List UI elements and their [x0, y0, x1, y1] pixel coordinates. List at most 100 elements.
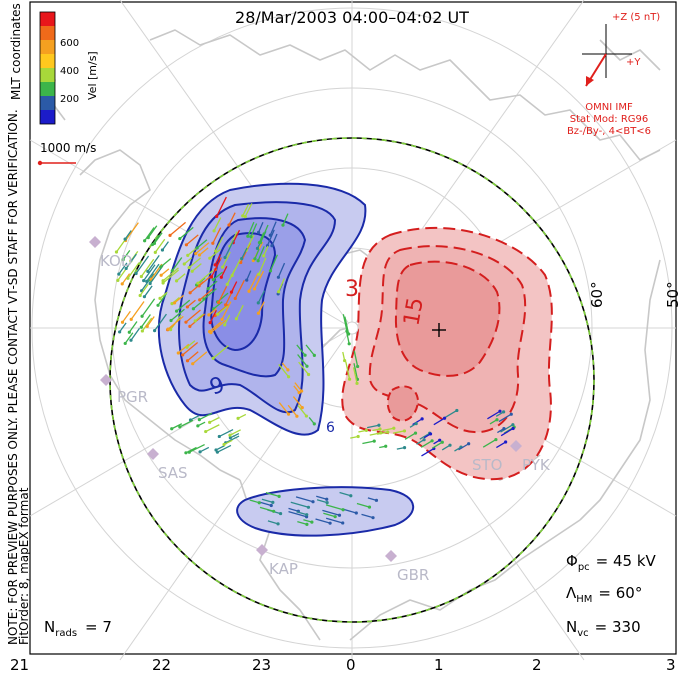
velocity-vector: [458, 443, 470, 451]
velocity-vector: [183, 257, 193, 265]
velocity-vector-origin: [211, 356, 215, 360]
radar-sites: KOD PGR SAS KAP GBR STO PYK: [89, 236, 551, 584]
velocity-vector-origin: [277, 290, 281, 294]
velocity-vector-origin: [372, 439, 376, 443]
velocity-vector-origin: [197, 253, 202, 257]
mlt-tick-1: 1: [434, 656, 444, 674]
velocity-vector: [210, 259, 221, 278]
velocity-vector-origin: [239, 260, 243, 265]
velocity-vector: [342, 314, 348, 332]
velocity-vector: [182, 341, 199, 356]
velocity-vector: [377, 431, 388, 435]
velocity-vector-origin: [184, 451, 188, 455]
radar-label-sto: STO: [472, 456, 503, 474]
velocity-vector-origin: [191, 307, 195, 311]
velocity-vector-origin: [384, 444, 388, 448]
imf-vector-arrowhead: [586, 76, 594, 86]
nvc-value: = 330: [595, 618, 641, 636]
velocity-vector-origin: [228, 436, 232, 440]
velocity-vector-origin: [172, 301, 177, 305]
velocity-vector: [294, 382, 303, 392]
velocity-vector: [258, 232, 265, 243]
positive-cell-inner-lobe: [386, 385, 420, 422]
contour-label-3: 3: [345, 277, 359, 302]
velocity-vector-origin: [378, 427, 382, 431]
velocity-vector: [220, 265, 228, 278]
velocity-vector-origin: [121, 258, 125, 262]
velocity-vector-origin: [257, 272, 261, 276]
radar-site-marker: [510, 440, 522, 452]
velocity-vector-origin: [347, 342, 351, 346]
velocity-vector: [140, 258, 155, 277]
velocity-vector-origin: [193, 319, 197, 323]
velocity-vector: [118, 262, 128, 275]
velocity-vector: [367, 424, 380, 429]
velocity-vector: [195, 242, 210, 255]
velocity-vector-origin: [233, 296, 237, 301]
velocity-vector: [316, 495, 327, 500]
velocity-vector-origin: [414, 422, 418, 426]
velocity-vector-origin: [174, 279, 179, 283]
velocity-vector: [352, 367, 358, 384]
velocity-vector: [217, 286, 228, 303]
velocity-vector-origin: [246, 234, 250, 238]
velocity-vector-origin: [139, 325, 143, 329]
velocity-vector-origin: [256, 311, 261, 315]
velocity-vector-origin: [305, 522, 309, 526]
velocity-vector: [143, 264, 156, 281]
velocity-vector-origin: [305, 364, 309, 368]
velocity-vector-origin: [195, 246, 199, 250]
imf-dial: +Z (5 nT) +Y OMNI IMF Stat Mod: RG96 Bz-…: [567, 12, 660, 137]
velocity-vector-origin: [169, 318, 173, 323]
velocity-vector-origin: [123, 341, 127, 346]
velocity-vector: [171, 257, 183, 272]
velocity-vector: [265, 491, 280, 498]
velocity-vector-origin: [217, 434, 221, 439]
velocity-vector: [290, 501, 309, 508]
velocity-vector: [217, 305, 229, 315]
velocity-vector: [199, 446, 210, 453]
velocity-vector-origin: [367, 505, 372, 509]
velocity-scale: 1000 m/s: [37, 141, 96, 166]
velocity-vector: [212, 271, 223, 281]
velocity-vector: [271, 233, 278, 246]
velocity-vector-origin: [176, 351, 180, 355]
velocity-vector-origin: [455, 408, 459, 413]
velocity-vector: [305, 344, 315, 356]
colorbar-tick-200: 200: [60, 94, 79, 105]
velocity-vector-origin: [341, 521, 345, 525]
velocity-vector-origin: [325, 501, 329, 505]
radar-label-pgr: PGR: [117, 388, 148, 406]
velocity-vector-origin: [187, 450, 191, 454]
velocity-vector-origin: [271, 500, 275, 504]
mlt-tick-2: 2: [532, 656, 542, 674]
velocity-vector-origin: [349, 494, 353, 498]
colorbar-tick-600: 600: [60, 38, 79, 49]
velocity-vector-origin: [223, 255, 227, 260]
velocity-vector-origin: [146, 269, 150, 273]
velocity-vector: [339, 491, 352, 497]
velocity-vector: [267, 520, 279, 525]
velocity-vector-origin: [245, 278, 249, 282]
velocity-vector: [295, 496, 314, 503]
velocity-vector: [353, 363, 359, 380]
velocity-vector-origin: [502, 410, 506, 414]
velocity-vector: [154, 238, 166, 253]
velocity-vector: [248, 273, 259, 292]
velocity-vector-origin: [139, 274, 143, 279]
velocity-vector-origin: [442, 416, 447, 420]
velocity-vector-origin: [120, 320, 125, 324]
velocity-vector: [244, 203, 253, 217]
vector-count: Nvc = 330: [566, 618, 641, 639]
velocity-vector-origin: [196, 281, 200, 285]
latitude-label-60: 60°: [588, 281, 606, 308]
velocity-vector: [144, 227, 155, 242]
velocity-vector-origin: [184, 243, 189, 247]
velocity-vector-origin: [221, 265, 225, 269]
velocity-vector-origin: [256, 301, 260, 305]
velocity-vector-origin: [215, 214, 219, 219]
velocity-vector-origin: [345, 329, 349, 333]
velocity-vector: [186, 299, 196, 308]
velocity-vector: [199, 288, 214, 301]
velocity-vector: [209, 416, 220, 423]
